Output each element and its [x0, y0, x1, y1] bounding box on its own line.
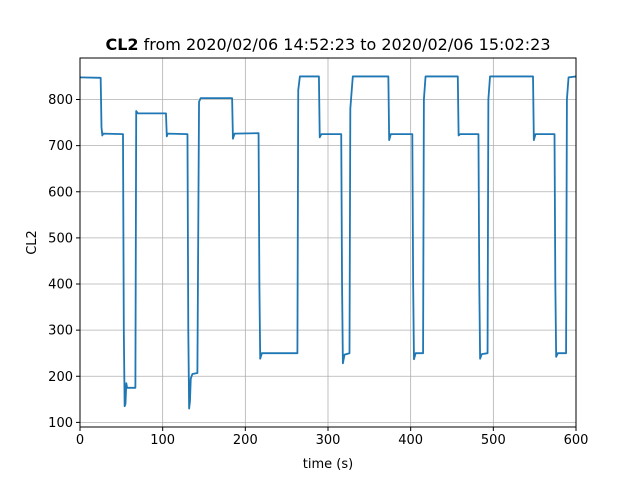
x-tick-label: 600	[564, 433, 589, 448]
y-tick-label: 500	[48, 231, 73, 246]
y-tick-label: 200	[48, 370, 73, 385]
y-tick-label: 100	[48, 416, 73, 431]
x-tick-label: 500	[481, 433, 506, 448]
x-tick-label: 200	[233, 433, 258, 448]
x-tick-label: 300	[316, 433, 341, 448]
grid-lines	[79, 58, 577, 427]
axis-ticks: 0 100 200 300 400 500 600100200300400500600700…	[48, 93, 588, 448]
y-tick-label: 400	[48, 278, 73, 293]
x-tick-label: 400	[398, 433, 423, 448]
y-tick-label: 800	[48, 93, 73, 108]
y-tick-label: 600	[48, 185, 73, 200]
series-line	[79, 75, 577, 410]
x-tick-label: 0	[76, 433, 84, 448]
y-axis-label: CL2	[25, 230, 40, 255]
chart-title-rest: from 2020/02/06 14:52:23 to 2020/02/06 1…	[139, 35, 551, 54]
y-tick-label: 700	[48, 139, 73, 154]
y-tick-label: 300	[48, 324, 73, 339]
chart-title: CL2 from 2020/02/06 14:52:23 to 2020/02/…	[105, 35, 550, 54]
data-series	[79, 75, 577, 410]
x-axis-label: time (s)	[303, 457, 353, 472]
x-tick-label: 100	[150, 433, 175, 448]
chart-title-bold: CL2	[105, 35, 138, 54]
